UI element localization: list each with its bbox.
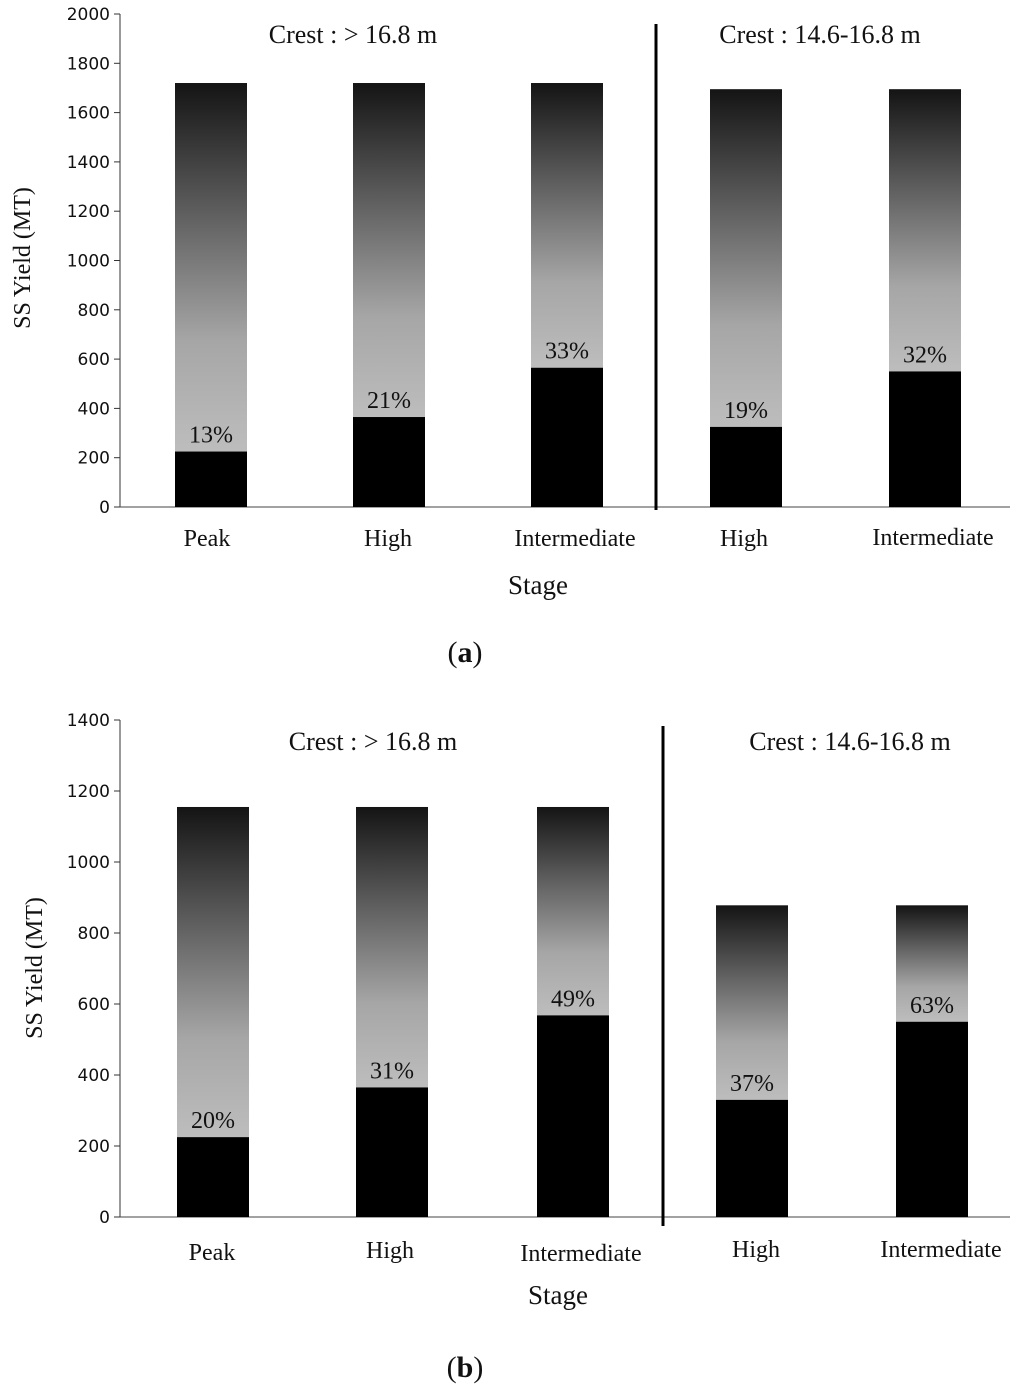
bar-percent-label: 49%: [551, 986, 595, 1012]
group-title: Crest : 14.6-16.8 m: [749, 727, 951, 756]
bar-total: [175, 83, 247, 452]
x-category-label: Intermediate: [514, 526, 635, 552]
y-tick-label: 1800: [67, 54, 110, 74]
y-tick-label: 1400: [67, 153, 110, 173]
panel-label: (b): [447, 1351, 484, 1384]
y-tick-label: 400: [78, 399, 110, 419]
bar-percent-label: 20%: [191, 1108, 235, 1134]
bar-black-portion: [896, 1021, 968, 1217]
y-tick-label: 400: [78, 1066, 110, 1086]
bar-black-portion: [356, 1087, 428, 1217]
group-title: Crest : > 16.8 m: [269, 20, 438, 49]
y-tick-label: 1600: [67, 104, 110, 124]
group-title: Crest : 14.6-16.8 m: [719, 20, 921, 49]
bar-black-portion: [353, 417, 425, 507]
bar-percent-label: 32%: [903, 342, 947, 368]
chart-panel-a: 0 200 400 600 800 1000 1200 1400 1600 1800 2000 SS …: [10, 5, 1010, 669]
bar-percent-label: 21%: [367, 388, 411, 414]
bar-black-portion: [537, 1015, 609, 1217]
bar-black-portion: [716, 1099, 788, 1217]
y-tick-label: 1000: [67, 252, 110, 272]
y-tick-label: 1000: [67, 853, 110, 873]
y-tick-label: 1200: [67, 782, 110, 802]
bar-total: [710, 89, 782, 427]
y-tick-label: 1200: [67, 202, 110, 222]
y-tick-label: 600: [78, 350, 110, 370]
bar-total: [356, 806, 428, 1088]
x-category-label: Peak: [184, 526, 231, 552]
bar-percent-label: 63%: [910, 993, 954, 1019]
y-tick-label: 600: [78, 995, 110, 1015]
bar-black-portion: [889, 371, 961, 507]
bar-total: [531, 83, 603, 368]
x-category-label: Intermediate: [520, 1241, 641, 1267]
x-category-label: High: [364, 526, 412, 552]
y-tick-label: 1400: [67, 711, 110, 731]
bar-black-portion: [177, 1137, 249, 1217]
chart-panel-b: 0 200 400 600 800 1000 1200 1400 SS Yield (MT) St…: [22, 711, 1010, 1384]
bar-percent-label: 31%: [370, 1058, 414, 1084]
panel-label: (a): [448, 636, 483, 669]
y-axis-title: SS Yield (MT): [22, 897, 48, 1039]
x-axis-title: Stage: [508, 570, 568, 600]
y-axis-title: SS Yield (MT): [10, 187, 36, 329]
x-category-label: Intermediate: [872, 525, 993, 551]
bar-total: [537, 806, 609, 1016]
bar-percent-label: 19%: [724, 398, 768, 424]
y-tick-label: 2000: [67, 5, 110, 25]
x-category-label: High: [732, 1237, 780, 1263]
x-category-label: High: [720, 526, 768, 552]
bar-black-portion: [710, 426, 782, 507]
bar-total: [716, 905, 788, 1100]
bar-percent-label: 37%: [730, 1071, 774, 1097]
y-tick-label: 0: [99, 1208, 110, 1228]
bar-total: [353, 83, 425, 418]
x-category-label: High: [366, 1238, 414, 1264]
bar-percent-label: 13%: [189, 423, 233, 449]
y-tick-label: 800: [78, 301, 110, 321]
y-tick-label: 800: [78, 924, 110, 944]
group-title: Crest : > 16.8 m: [289, 727, 458, 756]
y-tick-label: 200: [78, 449, 110, 469]
bar-total: [889, 89, 961, 372]
x-axis-title: Stage: [528, 1280, 588, 1310]
x-category-label: Intermediate: [880, 1237, 1001, 1263]
bar-percent-label: 33%: [545, 339, 589, 365]
y-tick-label: 0: [99, 498, 110, 518]
bar-total: [177, 806, 249, 1138]
x-category-label: Peak: [189, 1240, 236, 1266]
y-tick-label: 200: [78, 1137, 110, 1157]
bar-black-portion: [175, 451, 247, 507]
bar-black-portion: [531, 367, 603, 507]
bar-total: [896, 905, 968, 1022]
